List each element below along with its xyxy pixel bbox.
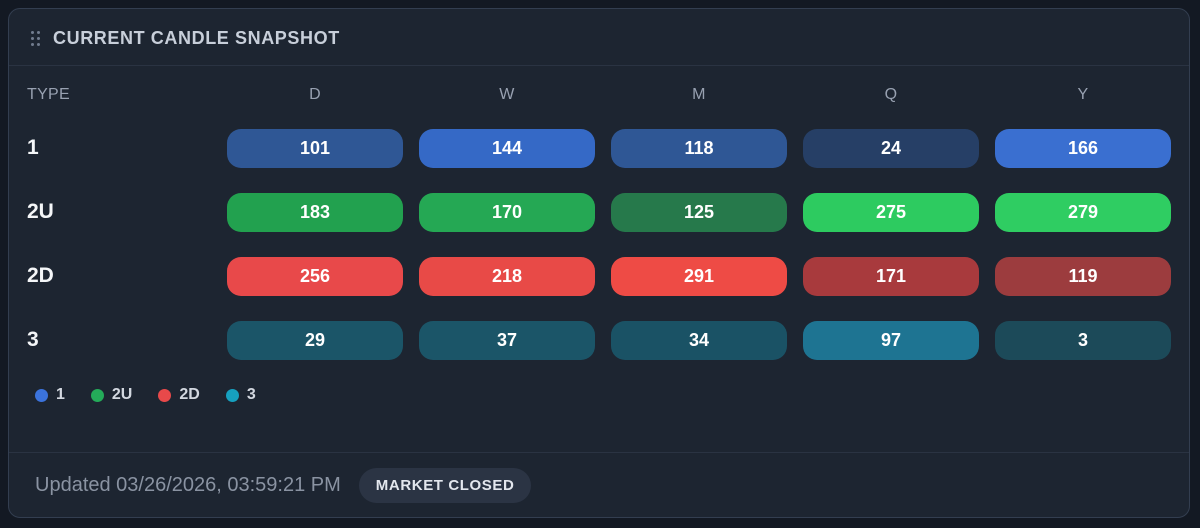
candle-table: TYPE D W M Q Y 1 101 144 118 24 166 2U 183 170 125 275 2… (9, 66, 1189, 372)
value-pill: 291 (611, 256, 787, 296)
row-label-2d: 2D (27, 264, 54, 287)
column-header-m: M (692, 86, 706, 103)
value-pill: 170 (419, 192, 595, 232)
value-pill: 3 (995, 320, 1171, 360)
table-cell: 97 (795, 320, 987, 360)
value-pill: 256 (227, 256, 403, 296)
table-cell: 166 (987, 128, 1179, 168)
legend: 1 2U 2D 3 (9, 372, 1189, 404)
row-label-2u: 2U (27, 200, 54, 223)
table-cell: 171 (795, 256, 987, 296)
value-pill: 101 (227, 128, 403, 168)
legend-label: 1 (56, 386, 65, 403)
column-header-q: Q (884, 86, 898, 103)
value-pill: 37 (419, 320, 595, 360)
table-cell: 24 (795, 128, 987, 168)
column-header-y: Y (1077, 86, 1089, 103)
column-header-w: W (499, 86, 515, 103)
row-label-3: 3 (27, 328, 39, 351)
table-body: 1 101 144 118 24 166 2U 183 170 125 275 279 2D 256 218… (19, 116, 1179, 372)
drag-handle-icon[interactable] (31, 31, 40, 46)
table-row: 2U 183 170 125 275 279 (19, 180, 1179, 244)
widget-title: CURRENT CANDLE SNAPSHOT (53, 28, 340, 48)
row-label-1: 1 (27, 136, 39, 159)
widget-header: CURRENT CANDLE SNAPSHOT (9, 9, 1189, 66)
legend-dot-icon (158, 388, 172, 402)
value-pill: 118 (611, 128, 787, 168)
table-cell: 256 (219, 256, 411, 296)
legend-label: 3 (246, 386, 256, 403)
value-pill: 29 (227, 320, 403, 360)
legend-item-2u[interactable]: 2U (90, 386, 133, 404)
table-cell: 3 (987, 320, 1179, 360)
table-cell: 218 (411, 256, 603, 296)
table-row: 2D 256 218 291 171 119 (19, 244, 1179, 308)
value-pill: 275 (803, 192, 979, 232)
updated-timestamp: Updated 03/26/2026, 03:59:21 PM (35, 473, 341, 496)
table-cell: 29 (219, 320, 411, 360)
legend-label: 2U (111, 386, 133, 403)
value-pill: 218 (419, 256, 595, 296)
table-cell: 119 (987, 256, 1179, 296)
market-status-badge: MARKET CLOSED (358, 467, 532, 503)
legend-dot-icon (35, 388, 48, 402)
table-cell: 275 (795, 192, 987, 232)
legend-label: 2D (179, 386, 200, 403)
value-pill: 34 (611, 320, 787, 360)
value-pill: 24 (803, 128, 979, 168)
table-cell: 183 (219, 192, 411, 232)
value-pill: 171 (803, 256, 979, 296)
table-cell: 34 (603, 320, 795, 360)
legend-item-1[interactable]: 1 (35, 386, 65, 404)
legend-dot-icon (225, 388, 239, 402)
value-pill: 97 (803, 320, 979, 360)
table-cell: 37 (411, 320, 603, 360)
table-cell: 101 (219, 128, 411, 168)
legend-item-2d[interactable]: 2D (158, 386, 200, 404)
column-header-d: D (309, 86, 321, 103)
table-row: 1 101 144 118 24 166 (19, 116, 1179, 180)
value-pill: 183 (227, 192, 403, 232)
legend-dot-icon (90, 388, 104, 402)
table-cell: 125 (603, 192, 795, 232)
value-pill: 125 (611, 192, 787, 232)
table-cell: 144 (411, 128, 603, 168)
table-cell: 170 (411, 192, 603, 232)
value-pill: 144 (419, 128, 595, 168)
value-pill: 279 (995, 192, 1171, 232)
legend-item-3[interactable]: 3 (225, 386, 256, 404)
table-cell: 291 (603, 256, 795, 296)
table-cell: 279 (987, 192, 1179, 232)
widget-footer: Updated 03/26/2026, 03:59:21 PM MARKET C… (9, 452, 1189, 517)
current-candle-snapshot-widget: CURRENT CANDLE SNAPSHOT TYPE D W M Q Y 1 101 14… (8, 8, 1190, 518)
table-header-row: TYPE D W M Q Y (19, 76, 1179, 116)
table-cell: 118 (603, 128, 795, 168)
table-row: 3 29 37 34 97 3 (19, 308, 1179, 372)
value-pill: 166 (995, 128, 1171, 168)
value-pill: 119 (995, 256, 1171, 296)
column-header-type: TYPE (27, 86, 70, 103)
